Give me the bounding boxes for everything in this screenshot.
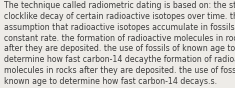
- Text: The technique called radiometric dating is based on: the steady,
clocklike decay: The technique called radiometric dating …: [4, 1, 235, 86]
